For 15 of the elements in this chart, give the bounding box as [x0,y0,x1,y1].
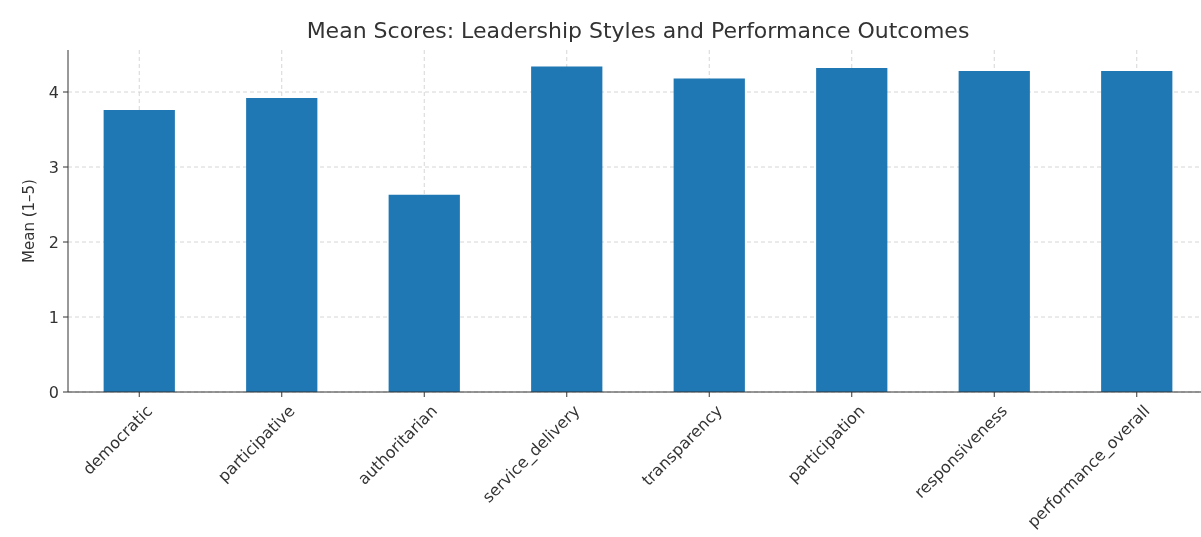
y-tick-label: 1 [48,307,59,327]
y-tick-label: 2 [48,232,59,252]
bar [816,68,888,392]
bar [388,194,460,392]
y-tick-label: 3 [48,157,59,177]
y-tick-label: 4 [48,82,59,102]
y-axis-title: Mean (1–5) [20,179,38,263]
y-tick-label: 0 [48,382,59,402]
bar [958,71,1030,392]
bar [673,78,745,392]
bar [531,66,603,392]
chart-title: Mean Scores: Leadership Styles and Performance Outcomes [306,18,970,43]
bar [103,110,175,392]
bar [1101,71,1173,392]
bar [246,98,318,392]
